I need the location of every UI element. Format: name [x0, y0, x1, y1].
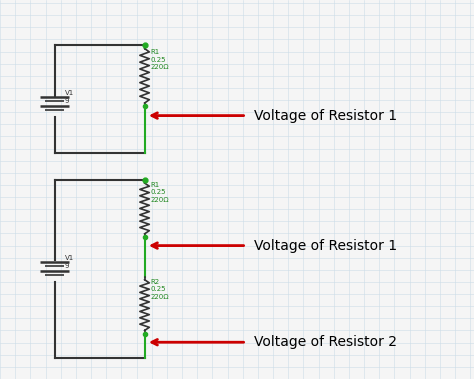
Text: R1
0.25
220Ω: R1 0.25 220Ω	[151, 182, 169, 203]
Text: Voltage of Resistor 1: Voltage of Resistor 1	[254, 109, 397, 122]
Text: V1
9: V1 9	[65, 255, 74, 269]
Text: Voltage of Resistor 2: Voltage of Resistor 2	[254, 335, 397, 349]
Text: Voltage of Resistor 1: Voltage of Resistor 1	[254, 239, 397, 252]
Text: V1
9: V1 9	[65, 90, 74, 104]
Text: R1
0.25
220Ω: R1 0.25 220Ω	[151, 49, 169, 70]
Text: R2
0.25
220Ω: R2 0.25 220Ω	[151, 279, 169, 299]
